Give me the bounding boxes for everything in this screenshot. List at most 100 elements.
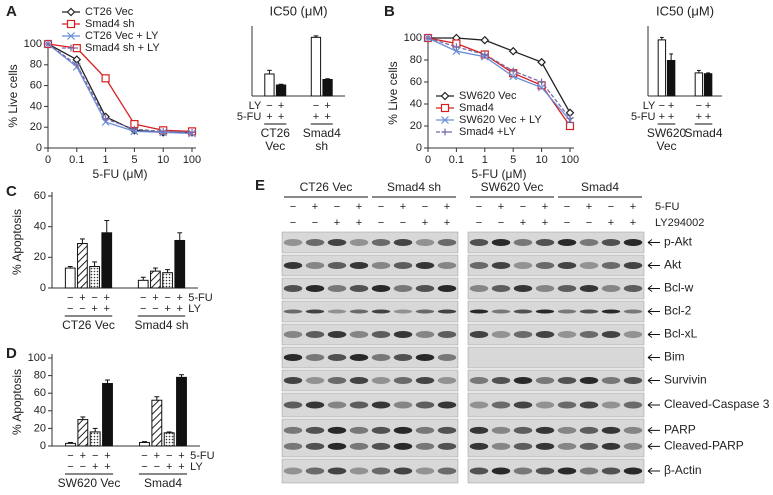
- point: [566, 114, 574, 122]
- treatment-label: 5-FU: [631, 111, 656, 123]
- blot-band: [513, 401, 533, 409]
- treatment-sign: +: [630, 201, 636, 213]
- x-tick-label: 0.1: [69, 154, 84, 166]
- point: [452, 47, 461, 56]
- y-tick-label: 40: [34, 405, 46, 417]
- treatment-sign: −: [290, 201, 296, 213]
- treatment-label: LY: [643, 100, 656, 112]
- legend-marker: [66, 19, 76, 29]
- point: [101, 74, 110, 83]
- blot-band: [513, 239, 533, 246]
- panel-letter: B: [384, 3, 395, 20]
- treatment-sign: +: [356, 201, 362, 213]
- blot-band: [283, 426, 303, 434]
- group-label: CT26 Vec: [300, 180, 353, 194]
- treatment-sign: +: [152, 292, 158, 304]
- y-tick-label: 20: [30, 121, 42, 133]
- blot-band: [305, 331, 325, 338]
- y-tick-label: 20: [34, 422, 46, 434]
- blot-band: [393, 262, 413, 269]
- band-arrow: [647, 442, 660, 450]
- x-axis-label: 5-FU (μM): [93, 167, 148, 181]
- blot-band: [305, 262, 325, 269]
- blot-band: [513, 426, 533, 434]
- blot-band: [513, 467, 533, 475]
- treatment-sign: −: [140, 292, 146, 304]
- blot-band: [491, 401, 511, 409]
- blot-band: [469, 331, 489, 338]
- treatment-label: LY: [188, 303, 201, 315]
- panel-letter: A: [6, 3, 17, 20]
- band-arrow: [647, 467, 660, 475]
- point: [73, 61, 81, 69]
- treatment-sign: −: [498, 217, 504, 229]
- blot-band: [623, 401, 643, 409]
- treatment-label: 5-FU: [655, 201, 680, 213]
- legend-label: CT26 Vec + LY: [85, 30, 159, 42]
- blot-band: [327, 331, 347, 338]
- treatment-sign: −: [154, 461, 160, 473]
- blot-band: [437, 331, 457, 338]
- blot-band: [557, 442, 577, 450]
- blot-band: [371, 354, 391, 361]
- treatment-sign: +: [444, 217, 450, 229]
- y-axis-label: % Apoptosis: [10, 209, 24, 275]
- band-label: Bcl-w: [664, 281, 694, 295]
- bar: [65, 442, 76, 447]
- blot-band: [601, 426, 621, 434]
- blot-strip: [281, 231, 459, 254]
- legend-label: SW620 Vec + LY: [459, 114, 542, 126]
- blot-band: [491, 262, 511, 269]
- treatment-sign: −: [164, 292, 170, 304]
- treatment-sign: −: [92, 450, 98, 462]
- blot-band: [623, 467, 643, 475]
- group-label: CT26: [261, 126, 291, 140]
- blot-band: [491, 467, 511, 475]
- blot-band: [601, 262, 621, 269]
- blot-band: [371, 285, 391, 292]
- treatment-sign: −: [152, 303, 158, 315]
- treatment-sign: −: [91, 292, 97, 304]
- blot-band: [623, 442, 643, 450]
- blot-band: [469, 309, 489, 314]
- series-line: [427, 37, 571, 121]
- blot-band: [623, 426, 643, 434]
- blot-band: [535, 377, 555, 384]
- blot-band: [393, 377, 413, 384]
- blot-strip: [281, 369, 459, 392]
- band-label: Cleaved-Caspase 3: [664, 397, 770, 411]
- treatment-sign: +: [586, 201, 592, 213]
- x-tick-label: 5: [131, 154, 137, 166]
- blot-strip: [281, 277, 459, 300]
- treatment-sign: +: [104, 461, 110, 473]
- blot-band: [305, 401, 325, 409]
- x-tick-label: 1: [103, 154, 109, 166]
- blot-band: [513, 331, 533, 338]
- panel-letter: C: [6, 183, 17, 200]
- y-tick-label: 0: [40, 440, 46, 452]
- point: [102, 115, 110, 123]
- blot-band: [415, 309, 435, 314]
- blot-band: [557, 467, 577, 475]
- blot-band: [283, 285, 303, 292]
- bar: [310, 36, 322, 97]
- treatment-sign: +: [659, 111, 665, 123]
- treatment-sign: +: [104, 292, 110, 304]
- band-label: PARP: [664, 423, 696, 437]
- band-label: Bcl-xL: [664, 327, 698, 341]
- blot-band: [535, 285, 555, 292]
- blot-band: [437, 262, 457, 269]
- blot-band: [579, 442, 599, 450]
- blot-band: [513, 309, 533, 314]
- treatment-sign: +: [422, 217, 428, 229]
- blot-band: [371, 239, 391, 246]
- treatment-sign: +: [92, 461, 98, 473]
- blot-band: [415, 467, 435, 475]
- blot-band: [535, 331, 555, 338]
- blot-band: [327, 309, 347, 314]
- treatment-sign: +: [608, 217, 614, 229]
- blot-band: [305, 467, 325, 475]
- band-label: β-Actin: [664, 463, 702, 477]
- treatment-sign: −: [586, 217, 592, 229]
